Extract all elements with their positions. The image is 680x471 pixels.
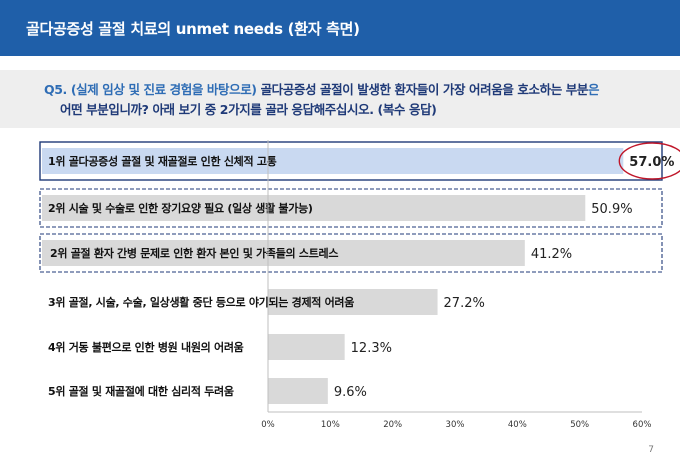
page-number: 7 bbox=[648, 445, 654, 455]
category-label-3: 2위 골절 환자 간병 문제로 인한 환자 본인 및 가족들의 스트레스 bbox=[50, 246, 338, 260]
category-label-6: 5위 골절 및 재골절에 대한 심리적 두려움 bbox=[48, 384, 234, 398]
bar-3 bbox=[42, 240, 525, 266]
bar-6 bbox=[268, 378, 328, 404]
x-tick-label-1: 10% bbox=[321, 420, 340, 430]
category-label-2: 2위 시술 및 수술로 인한 장기요양 필요 (일상 생활 불가능) bbox=[48, 201, 313, 215]
question-line-2: 어떤 부분입니까? 아래 보기 중 2가지를 골라 응답해주십시오. (복수 응… bbox=[60, 102, 437, 117]
data-label-3: 41.2% bbox=[531, 247, 572, 262]
category-frame-1 bbox=[39, 141, 663, 181]
category-label-1: 1위 골다공증성 골절 및 재골절로 인한 신체적 고통 bbox=[48, 154, 277, 168]
x-tick-label-3: 30% bbox=[446, 420, 465, 430]
data-label-2: 50.9% bbox=[591, 202, 632, 217]
question-main: 골다공증성 골절이 발생한 환자들이 가장 어려움을 호소하는 부분 bbox=[260, 82, 589, 97]
bar-5 bbox=[268, 334, 345, 360]
category-label-5: 4위 거동 불편으로 인한 병원 내원의 어려움 bbox=[48, 340, 244, 354]
highlight-circle bbox=[618, 142, 680, 180]
x-tick-label-5: 50% bbox=[570, 420, 589, 430]
data-label-5: 12.3% bbox=[351, 341, 392, 356]
data-label-6: 9.6% bbox=[334, 385, 367, 400]
x-tick-label-2: 20% bbox=[383, 420, 402, 430]
x-tick-label-0: 0% bbox=[261, 420, 275, 430]
category-label-4: 3위 골절, 시술, 수술, 일상생활 중단 등으로 야기되는 경제적 어려움 bbox=[48, 295, 354, 309]
question-suffix: 은 bbox=[587, 82, 600, 97]
x-tick-label-4: 40% bbox=[508, 420, 527, 430]
data-label-1: 57.0% bbox=[629, 155, 674, 170]
data-label-4: 27.2% bbox=[444, 296, 485, 311]
bar-4 bbox=[268, 289, 438, 315]
question-prefix: Q5. (실제 임상 및 진료 경험을 바탕으로) bbox=[44, 82, 257, 97]
header-bar: 골다공증성 골절 치료의 unmet needs (환자 측면) bbox=[0, 0, 680, 56]
bar-2 bbox=[42, 195, 586, 221]
x-tick-label-6: 60% bbox=[633, 420, 652, 430]
page-title: 골다공증성 골절 치료의 unmet needs (환자 측면) bbox=[26, 20, 360, 38]
bar-1 bbox=[42, 148, 624, 174]
question-box: Q5. (실제 임상 및 진료 경험을 바탕으로) 골다공증성 골절이 발생한 … bbox=[0, 70, 680, 128]
question-line-1: Q5. (실제 임상 및 진료 경험을 바탕으로) 골다공증성 골절이 발생한 … bbox=[44, 79, 599, 98]
